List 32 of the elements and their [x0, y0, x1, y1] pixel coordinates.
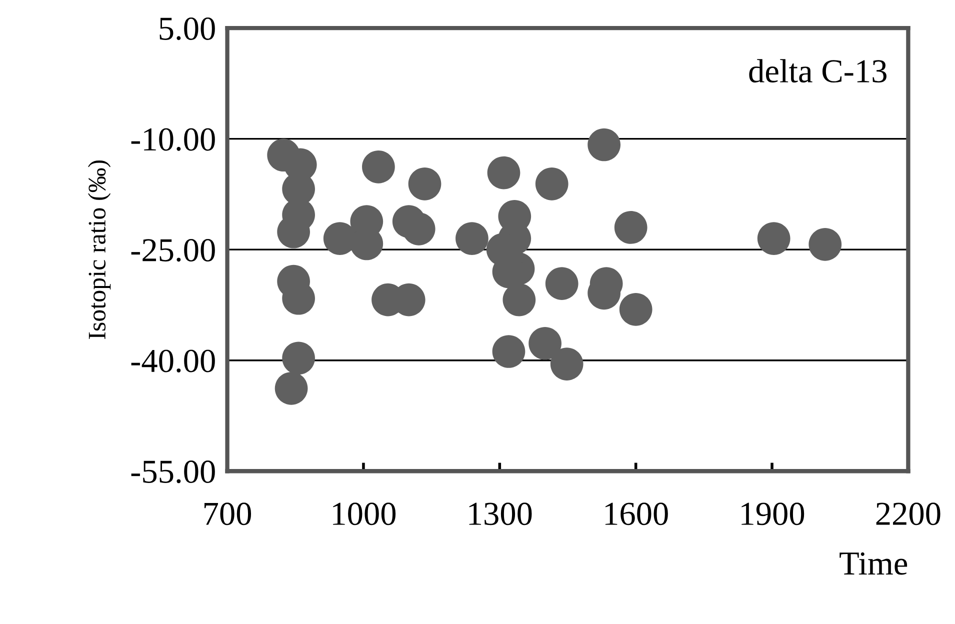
point — [362, 150, 395, 184]
y-tick-label: 5.00 — [160, 17, 215, 40]
point — [282, 342, 315, 375]
point — [545, 267, 578, 300]
point — [619, 292, 652, 326]
point — [528, 326, 562, 360]
point — [550, 348, 584, 380]
x-tick-label: 1000 — [333, 502, 396, 526]
point — [808, 228, 842, 261]
x-tick-label: 1900 — [742, 502, 804, 526]
point — [408, 167, 442, 200]
x-tick-label: 1600 — [605, 502, 668, 526]
point — [456, 222, 488, 255]
point — [588, 128, 620, 162]
point — [492, 335, 526, 368]
point — [487, 156, 520, 190]
y-tick-label: -55.00 — [131, 460, 215, 484]
y-axis-title: Isotopic ratio (‰) — [88, 160, 111, 339]
point — [323, 222, 356, 255]
point — [535, 167, 568, 200]
x-axis-title: Time — [840, 552, 908, 575]
x-tick-label: 2200 — [876, 502, 940, 526]
point — [614, 211, 648, 244]
point — [757, 222, 790, 255]
x-tick-label: 1300 — [469, 502, 532, 526]
point — [502, 283, 536, 316]
y-tick-label: -40.00 — [131, 350, 215, 372]
y-tick-label: -10.00 — [131, 128, 215, 151]
point — [274, 372, 308, 405]
y-tick-label: -25.00 — [131, 239, 215, 262]
annotation: delta C-13 — [749, 59, 886, 83]
x-tick-label: 700 — [204, 502, 252, 526]
